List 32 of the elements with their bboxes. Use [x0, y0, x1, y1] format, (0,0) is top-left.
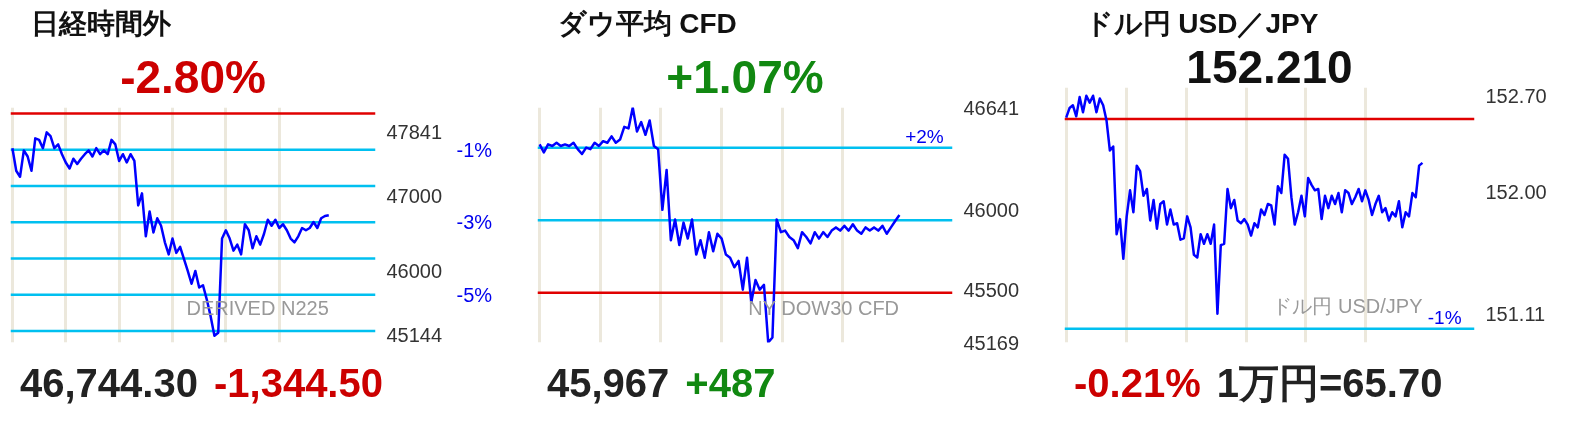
y-tick-label: 151.11	[1485, 302, 1546, 325]
text: 1万円=65.70	[1216, 361, 1443, 405]
annotation: ドル円 USD/JPY	[1272, 295, 1423, 317]
text: +487	[685, 361, 776, 405]
y-tick-label: 46641	[963, 96, 1020, 119]
text: -1,344.50	[213, 361, 383, 405]
text: -0.21%	[1074, 361, 1201, 405]
annotation: -1%	[1427, 306, 1462, 328]
y-tick-label: 152.70	[1485, 84, 1547, 107]
y2-tick-label: -5%	[456, 283, 493, 306]
chart-subtitle: -2.80%	[120, 50, 266, 103]
chart-title: ダウ平均 CFD	[557, 7, 737, 39]
y2-tick-label: -3%	[456, 211, 493, 234]
y-tick-label: 45169	[963, 331, 1020, 354]
y-tick-label: 45144	[386, 324, 443, 347]
y-tick-label: 46000	[963, 198, 1020, 221]
line-series	[1064, 94, 1424, 315]
y-tick-label: 45500	[963, 278, 1020, 301]
line-series	[11, 131, 331, 337]
line-series	[538, 107, 901, 343]
text: 45,967	[547, 361, 670, 405]
chart-subtitle: 152.210	[1186, 40, 1353, 93]
y-tick-label: 152.00	[1485, 180, 1547, 203]
y-tick-label: 47000	[386, 184, 443, 207]
y-tick-label: 47841	[386, 121, 443, 144]
text: 46,744.30	[20, 361, 198, 405]
y-tick-label: 46000	[386, 259, 443, 282]
chart-title: 日経時間外	[30, 7, 172, 39]
chart-subtitle: +1.07%	[666, 50, 824, 103]
y2-tick-label: -1%	[456, 138, 493, 161]
chart-title: ドル円 USD／JPY	[1084, 7, 1319, 39]
annotation: +2%	[905, 125, 944, 147]
